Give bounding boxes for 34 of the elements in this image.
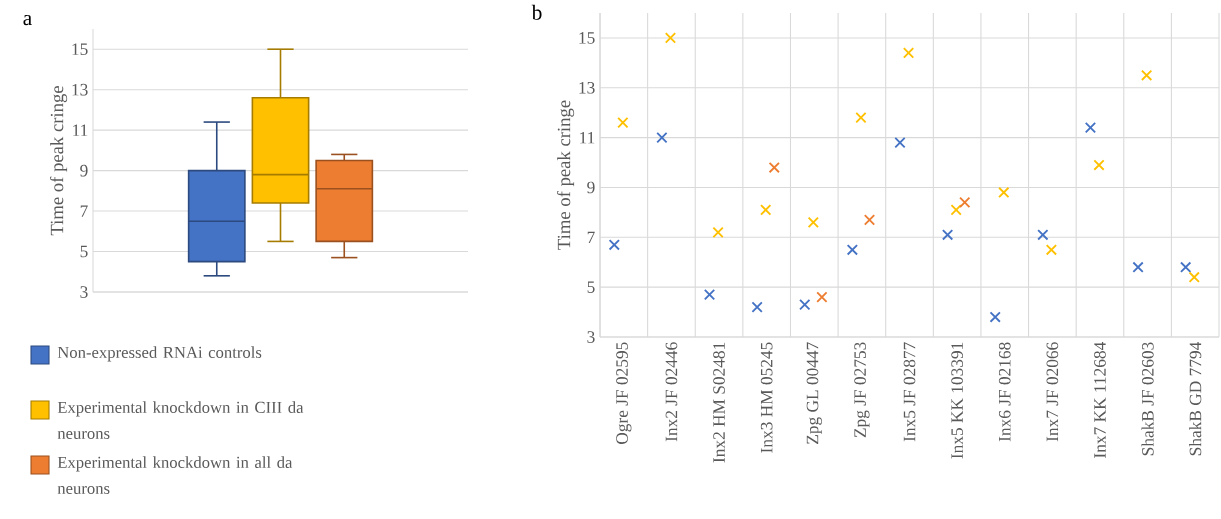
x-tick-label: Inx5 JF 02877 bbox=[903, 342, 916, 442]
x-tick-label: Inx2 JF 02446 bbox=[665, 342, 678, 442]
legend-label: Experimental knockdown in CIII da neurons bbox=[57, 401, 304, 439]
chart-title: b bbox=[531, 4, 542, 20]
y-tick-label: 11 bbox=[73, 124, 88, 136]
x-tick-label: Inx3 HM 05245 bbox=[760, 342, 773, 453]
y-tick-label: 15 bbox=[579, 32, 595, 44]
x-tick-label: ShakB GD 7794 bbox=[1189, 342, 1202, 456]
legend-label: Experimental knockdown in all da neurons bbox=[57, 456, 293, 494]
y-tick-label: 9 bbox=[80, 164, 88, 177]
chart-title: a bbox=[23, 14, 32, 26]
legend-label: Non-expressed RNAi controls bbox=[57, 346, 262, 362]
y-tick-label: 7 bbox=[587, 231, 595, 243]
x-tick-label: Inx7 KK 112684 bbox=[1094, 341, 1106, 458]
x-tick-label: Zpg GL 00447 bbox=[806, 342, 822, 444]
y-axis-title: Time of peak cringe bbox=[556, 100, 575, 250]
y-tick-label: 9 bbox=[587, 181, 595, 194]
x-tick-label: Ogre JF 02595 bbox=[616, 342, 632, 445]
y-tick-label: 3 bbox=[587, 331, 595, 343]
y-tick-label: 3 bbox=[80, 286, 88, 298]
y-tick-label: 5 bbox=[80, 245, 88, 258]
y-tick-label: 15 bbox=[72, 43, 88, 56]
y-tick-label: 13 bbox=[72, 83, 88, 96]
x-tick-label: ShakB JF 02603 bbox=[1141, 342, 1154, 456]
x-tick-label: Inx2 HM S02481 bbox=[713, 342, 725, 463]
y-tick-label: 11 bbox=[580, 131, 595, 144]
x-tick-label: Inx6 JF 02168 bbox=[998, 342, 1011, 442]
y-tick-label: 13 bbox=[579, 81, 595, 94]
y-tick-label: 5 bbox=[587, 281, 595, 293]
y-axis-title: Time of peak cringe bbox=[49, 86, 68, 236]
x-tick-label: Inx5 KK 103391 bbox=[951, 342, 963, 459]
x-tick-label: Inx7 JF 02066 bbox=[1046, 342, 1059, 442]
y-tick-label: 7 bbox=[80, 205, 88, 217]
x-tick-label: Zpg JF 02753 bbox=[854, 342, 870, 438]
